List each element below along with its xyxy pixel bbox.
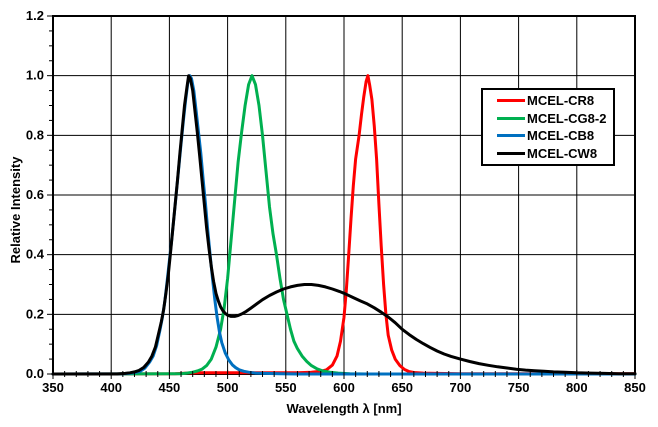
y-tick-label: 1.0 [26,68,44,83]
x-tick-label: 750 [508,380,530,395]
x-tick-label: 500 [217,380,239,395]
x-tick-label: 650 [391,380,413,395]
legend-label: MCEL-CB8 [527,128,595,144]
legend-item-mcel-cb8: MCEL-CB8 [497,127,611,144]
x-tick-labels: 350 400 450 500 550 600 650 700 750 800 850 [42,380,646,395]
x-tick-label: 450 [159,380,181,395]
legend-line-swatch-red [497,99,525,103]
x-tick-label: 600 [333,380,355,395]
x-tick-label: 700 [450,380,472,395]
legend-item-mcel-cw8: MCEL-CW8 [497,145,611,162]
legend-item-mcel-cg8-2: MCEL-CG8-2 [497,110,611,127]
legend-label: MCEL-CG8-2 [527,110,607,126]
legend-label: MCEL-CR8 [527,93,595,109]
tick-marks [47,15,636,379]
series-lines [51,74,637,376]
x-axis-title: Wavelength λ [nm] [286,401,402,416]
legend: MCEL-CR8 MCEL-CG8-2 MCEL-CB8 MCEL-CW8 [481,88,615,166]
x-tick-label: 400 [100,380,122,395]
legend-item-mcel-cr8: MCEL-CR8 [497,92,611,109]
series-line-mcel-cg8-2 [51,74,637,376]
legend-label: MCEL-CW8 [527,145,598,161]
y-tick-label: 0.6 [26,187,44,202]
y-tick-label: 1.2 [26,8,44,23]
y-tick-label: 0.8 [26,127,44,142]
x-tick-label: 850 [624,380,646,395]
y-tick-label: 0.0 [26,366,44,381]
y-tick-label: 0.4 [26,247,45,262]
x-tick-label: 550 [275,380,297,395]
x-tick-label: 800 [566,380,588,395]
series-line-mcel-cw8 [51,74,637,376]
x-tick-label: 350 [42,380,64,395]
legend-line-swatch-blue [497,134,525,138]
legend-line-swatch-green [497,116,525,120]
y-axis-title: Relative Intensity [8,156,23,264]
y-tick-labels: 0.0 0.2 0.4 0.6 0.8 1.0 1.2 [26,8,45,381]
legend-line-swatch-black [497,151,525,155]
y-tick-label: 0.2 [26,306,44,321]
